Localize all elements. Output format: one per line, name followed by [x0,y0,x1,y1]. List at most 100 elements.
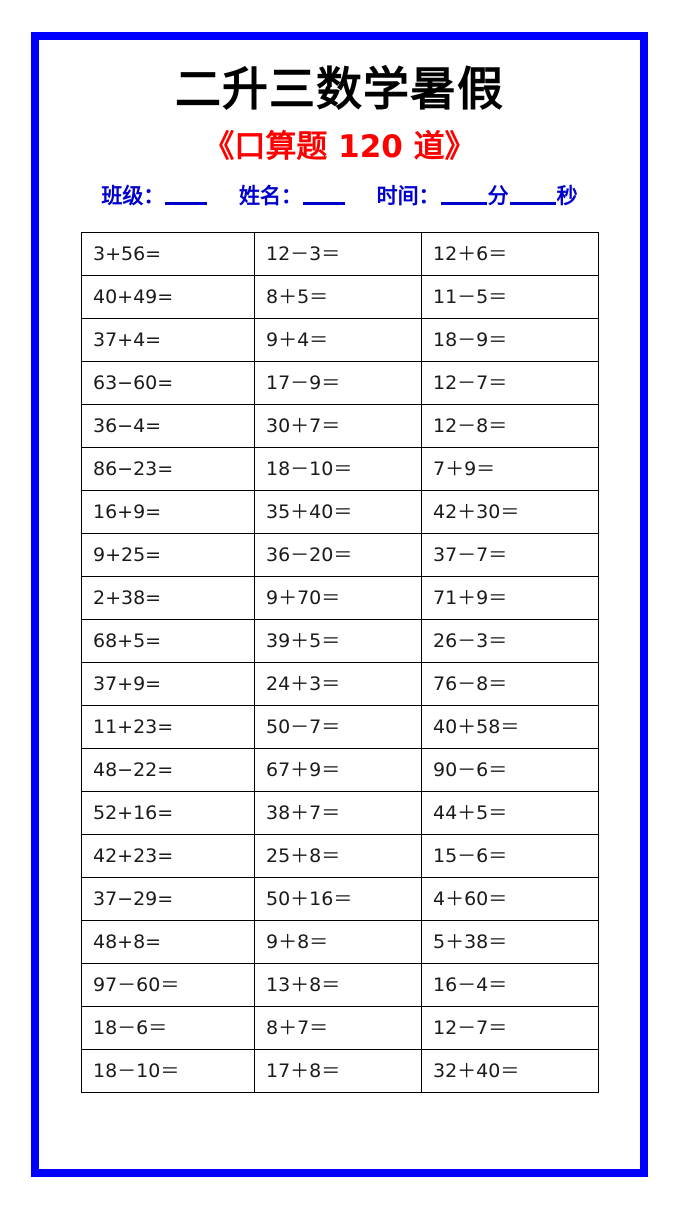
problem-cell[interactable]: 8＋7＝ [254,1006,422,1051]
problem-cell[interactable]: 50－7＝ [254,705,422,750]
problem-cell[interactable]: 38＋7＝ [254,791,422,836]
time-group: 时间： 分 秒 [377,180,578,210]
problem-cell[interactable]: 30＋7＝ [254,404,422,449]
problem-cell[interactable]: 9＋70＝ [254,576,422,621]
problem-cell[interactable]: 67＋9＝ [254,748,422,793]
table-row: 11+23= 50－7＝ 40＋58＝ [81,705,599,750]
problem-cell[interactable]: 9＋4＝ [254,318,422,363]
problem-cell[interactable]: 40+49= [81,275,255,320]
problem-cell[interactable]: 40＋58＝ [421,705,599,750]
page-subtitle: 《口算题 120 道》 [203,128,476,165]
problem-cell[interactable]: 18－9＝ [421,318,599,363]
name-group: 姓名： [239,180,346,210]
seconds-input-blank[interactable] [509,184,556,206]
problem-cell[interactable]: 48+8= [81,920,255,965]
problem-cell[interactable]: 48−22= [81,748,255,793]
problem-cell[interactable]: 5＋38＝ [421,920,599,965]
name-label: 姓名： [239,184,302,209]
class-input-blank[interactable] [165,184,208,206]
table-row: 97－60＝ 13＋8＝ 16－4＝ [81,963,599,1008]
page-title: 二升三数学暑假 [175,62,504,116]
problems-table-body: 3+56= 12－3＝ 12＋6＝ 40+49= 8＋5＝ 11－5＝ 37+4= 9＋4＝ 1… [81,232,599,1094]
table-row: 48+8= 9＋8＝ 5＋38＝ [81,920,599,965]
problem-cell[interactable]: 9+25= [81,533,255,578]
class-group: 班级： [101,180,208,210]
minutes-input-blank[interactable] [440,184,487,206]
problem-cell[interactable]: 37+4= [81,318,255,363]
problem-cell[interactable]: 35＋40＝ [254,490,422,535]
problem-cell[interactable]: 8＋5＝ [254,275,422,320]
problem-cell[interactable]: 12－3＝ [254,232,422,277]
table-row: 63−60= 17－9＝ 12－7＝ [81,361,599,406]
header-block: 二升三数学暑假 《口算题 120 道》 [39,40,640,166]
table-row: 36−4= 30＋7＝ 12－8＝ [81,404,599,449]
problem-cell[interactable]: 32＋40＝ [421,1049,599,1094]
problem-cell[interactable]: 86−23= [81,447,255,492]
problem-cell[interactable]: 76－8＝ [421,662,599,707]
problem-cell[interactable]: 39＋5＝ [254,619,422,664]
table-row: 18－10＝ 17＋8＝ 32＋40＝ [81,1049,599,1094]
table-row: 86−23= 18－10＝ 7＋9＝ [81,447,599,492]
problem-cell[interactable]: 42+23= [81,834,255,879]
table-row: 2+38= 9＋70＝ 71＋9＝ [81,576,599,621]
student-info-line: 班级： 姓名： 时间： 分 秒 [39,180,640,210]
problem-cell[interactable]: 18－6＝ [81,1006,255,1051]
frame-inner-content: 二升三数学暑假 《口算题 120 道》 班级： 姓名： 时间：分秒 3+56= 1… [39,40,640,1169]
table-row: 37+9= 24＋3＝ 76－8＝ [81,662,599,707]
problem-cell[interactable]: 12－8＝ [421,404,599,449]
problem-cell[interactable]: 37+9= [81,662,255,707]
problem-cell[interactable]: 11－5＝ [421,275,599,320]
problem-cell[interactable]: 7＋9＝ [421,447,599,492]
class-label: 班级： [101,184,165,209]
problems-table: 3+56= 12－3＝ 12＋6＝ 40+49= 8＋5＝ 11－5＝ 37+4= 9＋4＝ 1… [81,232,599,1094]
problem-cell[interactable]: 37－7＝ [421,533,599,578]
problem-cell[interactable]: 52+16= [81,791,255,836]
problem-cell[interactable]: 42＋30＝ [421,490,599,535]
problem-cell[interactable]: 63−60= [81,361,255,406]
problem-cell[interactable]: 68+5= [81,619,255,664]
problems-table-wrap: 3+56= 12－3＝ 12＋6＝ 40+49= 8＋5＝ 11－5＝ 37+4= 9＋4＝ 1… [81,232,599,1094]
table-row: 52+16= 38＋7＝ 44＋5＝ [81,791,599,836]
problem-cell[interactable]: 11+23= [81,705,255,750]
problem-cell[interactable]: 36－20＝ [254,533,422,578]
problem-cell[interactable]: 71＋9＝ [421,576,599,621]
name-input-blank[interactable] [303,184,345,206]
problem-cell[interactable]: 24＋3＝ [254,662,422,707]
table-row: 16+9= 35＋40＝ 42＋30＝ [81,490,599,535]
problem-cell[interactable]: 16+9= [81,490,255,535]
table-row: 68+5= 39＋5＝ 26－3＝ [81,619,599,664]
problem-cell[interactable]: 25＋8＝ [254,834,422,879]
problem-cell[interactable]: 44＋5＝ [421,791,599,836]
table-row: 37−29= 50＋16＝ 4＋60＝ [81,877,599,922]
problem-cell[interactable]: 12＋6＝ [421,232,599,277]
problem-cell[interactable]: 9＋8＝ [254,920,422,965]
minute-unit-label: 分 [487,184,509,209]
blue-page-frame: 二升三数学暑假 《口算题 120 道》 班级： 姓名： 时间：分秒 3+56= 1… [31,32,648,1177]
problem-cell[interactable]: 12－7＝ [421,1006,599,1051]
problem-cell[interactable]: 90－6＝ [421,748,599,793]
table-row: 3+56= 12－3＝ 12＋6＝ [81,232,599,277]
problem-cell[interactable]: 18－10＝ [81,1049,255,1094]
problem-cell[interactable]: 2+38= [81,576,255,621]
problem-cell[interactable]: 37−29= [81,877,255,922]
problem-cell[interactable]: 17－9＝ [254,361,422,406]
problem-cell[interactable]: 4＋60＝ [421,877,599,922]
problem-cell[interactable]: 97－60＝ [81,963,255,1008]
table-row: 40+49= 8＋5＝ 11－5＝ [81,275,599,320]
problem-cell[interactable]: 15－6＝ [421,834,599,879]
problem-cell[interactable]: 3+56= [81,232,255,277]
time-label: 时间： [376,184,440,209]
problem-cell[interactable]: 18－10＝ [254,447,422,492]
table-row: 18－6＝ 8＋7＝ 12－7＝ [81,1006,599,1051]
problem-cell[interactable]: 36−4= [81,404,255,449]
problem-cell[interactable]: 26－3＝ [421,619,599,664]
problem-cell[interactable]: 17＋8＝ [254,1049,422,1094]
second-unit-label: 秒 [556,184,578,209]
table-row: 48−22= 67＋9＝ 90－6＝ [81,748,599,793]
table-row: 37+4= 9＋4＝ 18－9＝ [81,318,599,363]
problem-cell[interactable]: 16－4＝ [421,963,599,1008]
problem-cell[interactable]: 12－7＝ [421,361,599,406]
problem-cell[interactable]: 13＋8＝ [254,963,422,1008]
problem-cell[interactable]: 50＋16＝ [254,877,422,922]
